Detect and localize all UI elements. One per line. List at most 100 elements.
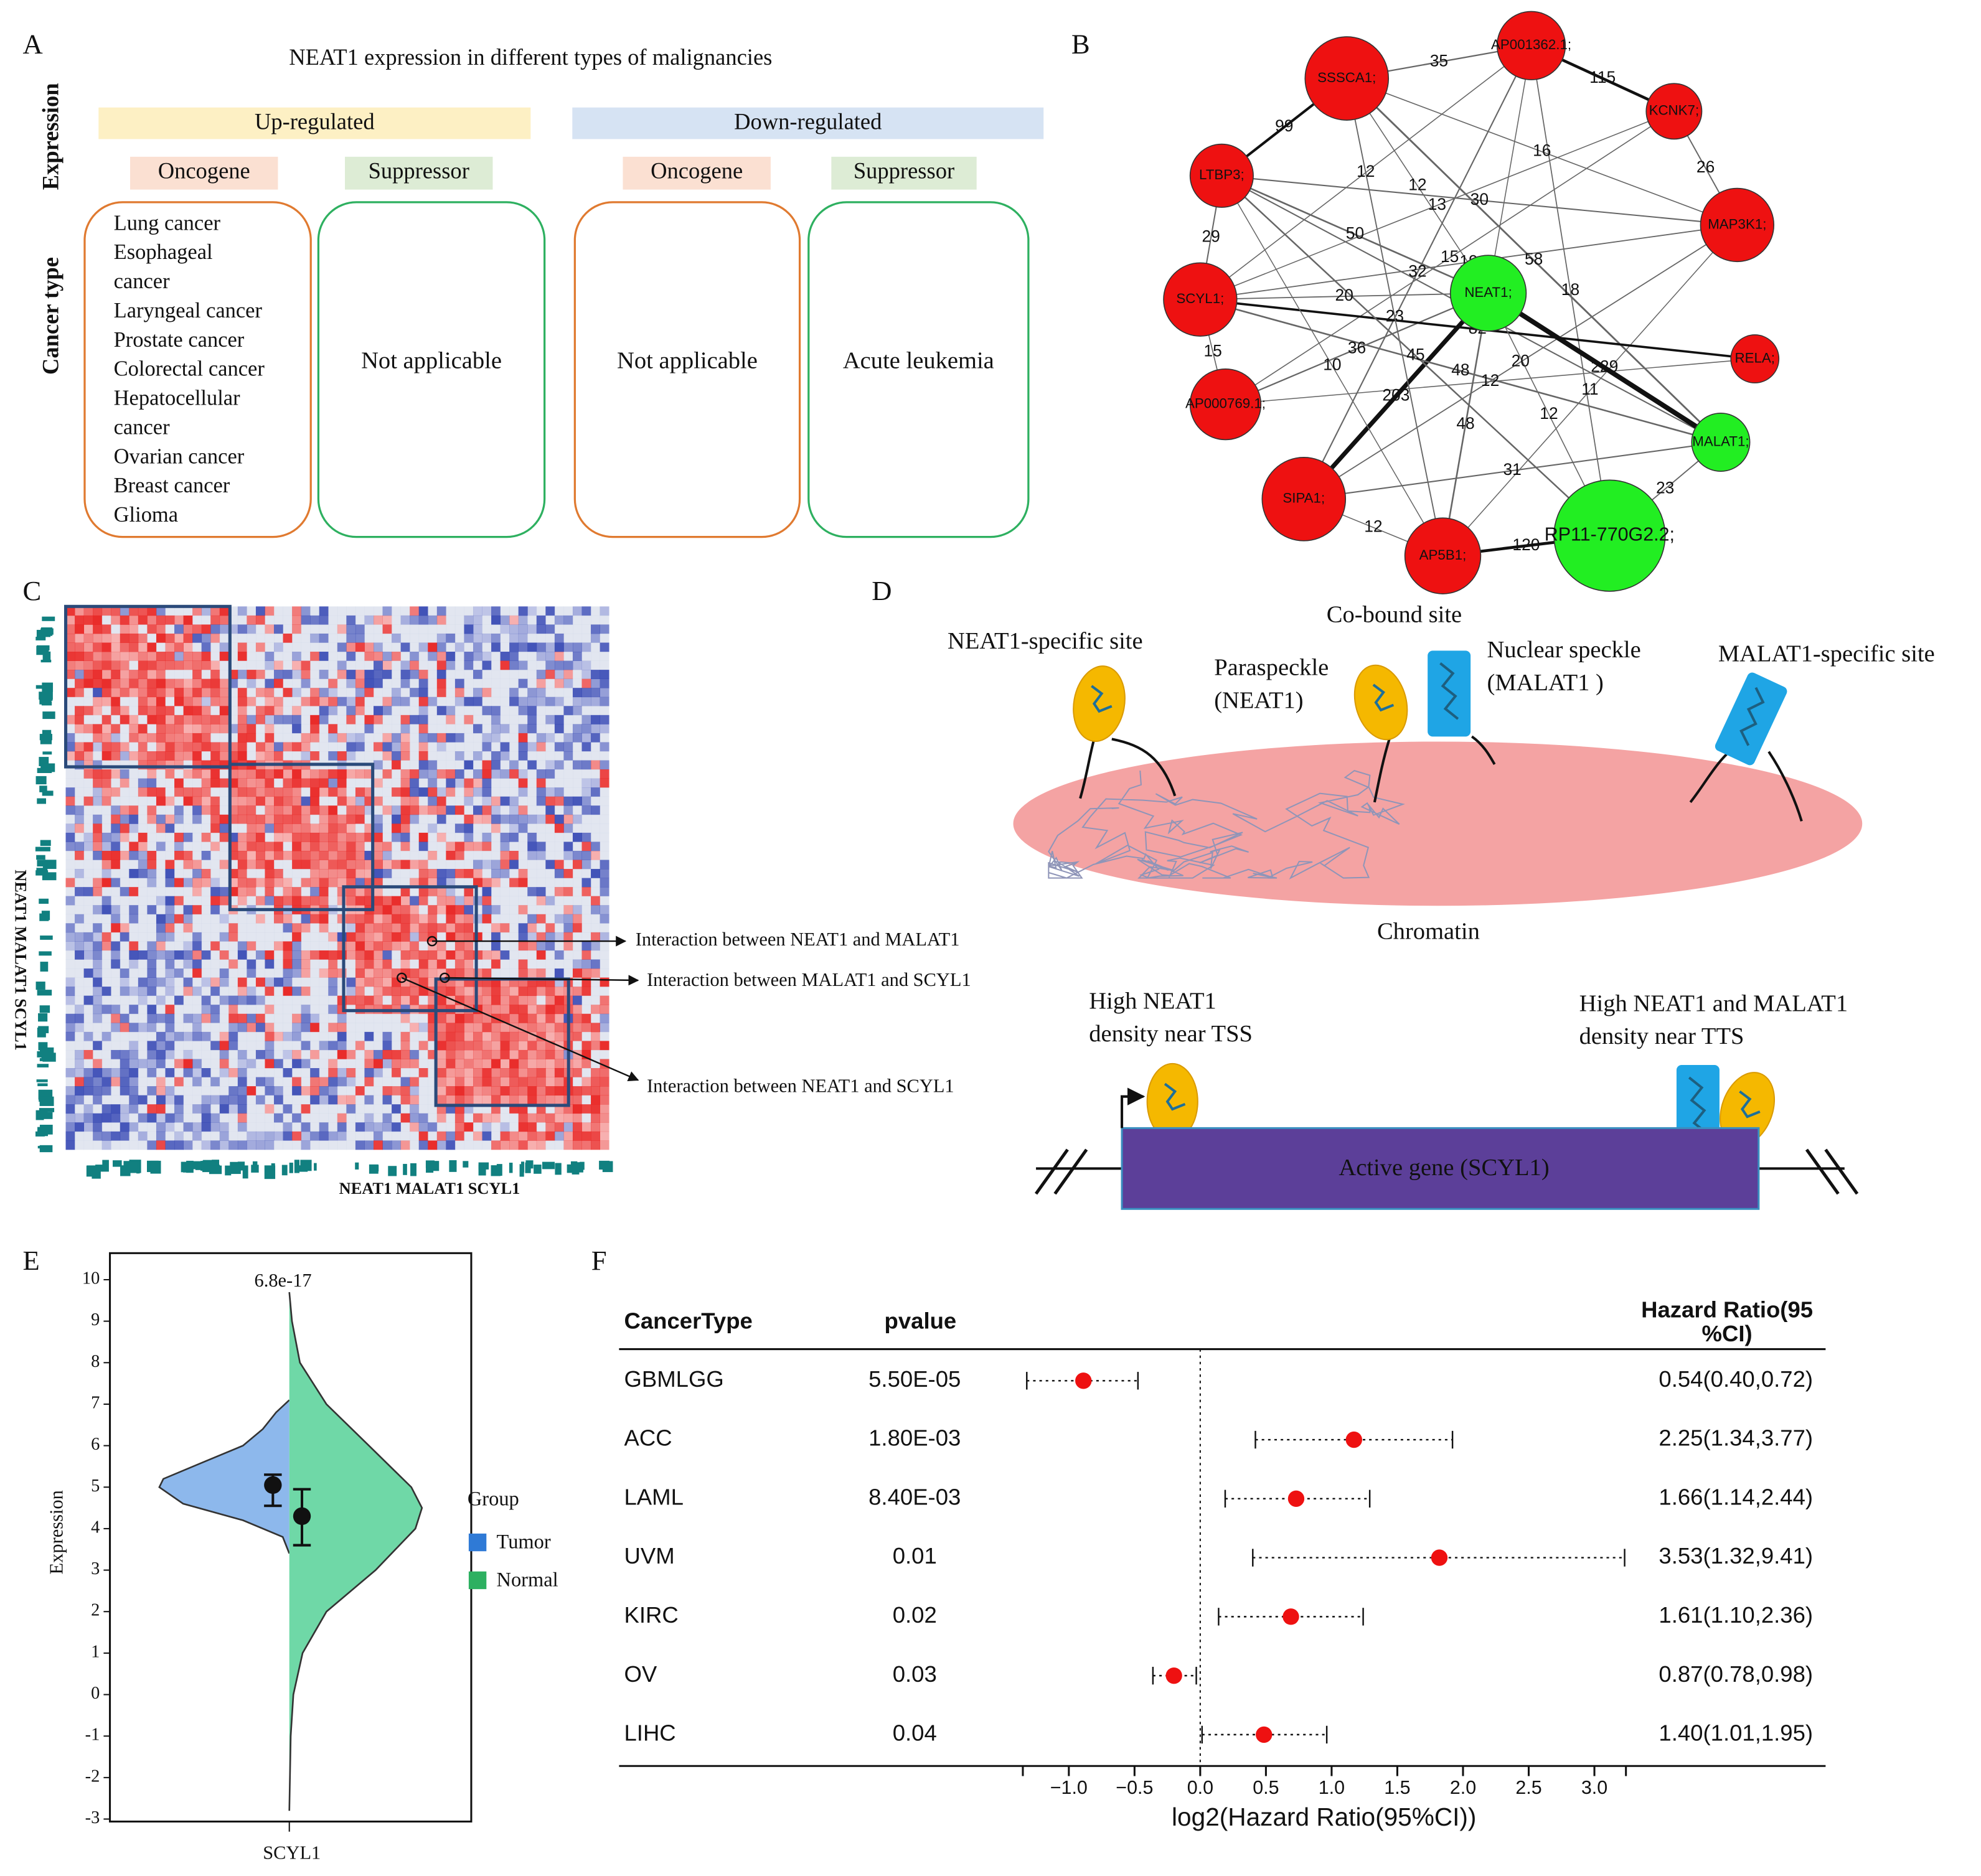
- heatmap-cell: [527, 1140, 537, 1150]
- heatmap-cell: [319, 678, 329, 688]
- heatmap-cell: [410, 995, 420, 1005]
- heatmap-cell: [165, 796, 175, 806]
- heatmap-cell: [65, 796, 75, 806]
- heatmap-cell: [454, 814, 464, 824]
- heatmap-cell: [527, 1086, 537, 1096]
- heatmap-cell: [374, 932, 383, 942]
- heatmap-cell: [101, 850, 111, 860]
- gene-track: [37, 767, 52, 774]
- heatmap-cell: [93, 950, 103, 960]
- heatmap-cell: [192, 1068, 202, 1077]
- heatmap-cell: [120, 1131, 129, 1141]
- heatmap-cell: [436, 660, 446, 670]
- gene-track: [42, 616, 55, 621]
- heatmap-cell: [418, 995, 428, 1005]
- heatmap-cell: [418, 688, 428, 698]
- edge: [1225, 358, 1755, 405]
- heatmap-cell: [600, 615, 609, 625]
- heatmap-cell: [410, 842, 420, 851]
- heatmap-cell: [482, 1041, 492, 1051]
- heatmap-cell: [247, 1077, 256, 1087]
- heatmap-cell: [83, 1023, 93, 1033]
- heatmap-cell: [301, 633, 311, 643]
- heatmap-cell: [436, 1131, 446, 1141]
- heatmap-cell: [464, 923, 474, 933]
- heatmap-cell: [111, 842, 121, 851]
- heatmap-cell: [392, 1140, 402, 1150]
- heatmap-cell: [83, 715, 93, 725]
- heatmap-cell: [473, 1041, 482, 1051]
- heatmap-cell: [129, 832, 139, 842]
- heatmap-cell: [156, 1041, 166, 1051]
- gene-track: [37, 798, 46, 804]
- heatmap-cell: [265, 615, 275, 625]
- heatmap-cell: [491, 1086, 501, 1096]
- heatmap-cell: [581, 860, 591, 870]
- heatmap-cell: [527, 842, 537, 851]
- rna-squiggle: [1688, 1076, 1708, 1135]
- heatmap-cell: [545, 1122, 555, 1132]
- heatmap-cell: [527, 696, 537, 706]
- heatmap-cell: [355, 1140, 365, 1150]
- heatmap-cell: [120, 987, 129, 997]
- heatmap-cell: [464, 1086, 474, 1096]
- heatmap-cell: [473, 642, 482, 652]
- heatmap-cell: [310, 1068, 320, 1077]
- heatmap-cell: [491, 959, 501, 969]
- heatmap-cell: [400, 660, 410, 670]
- legend-swatch: [468, 1571, 487, 1590]
- heatmap-cell: [165, 1023, 175, 1033]
- heatmap-cell: [183, 896, 193, 906]
- heatmap-cell: [536, 1049, 546, 1059]
- gene-track: [388, 1166, 397, 1176]
- heatmap-cell: [165, 1131, 175, 1141]
- heatmap-cell: [237, 814, 247, 824]
- heatmap-cell: [545, 896, 555, 906]
- heatmap-cell: [255, 923, 265, 933]
- heatmap-cell: [147, 1113, 157, 1123]
- heatmap-cell: [247, 923, 256, 933]
- heatmap-cell: [129, 814, 139, 824]
- heatmap-cell: [581, 715, 591, 725]
- heatmap-cell: [292, 787, 302, 797]
- heatmap-cell: [337, 670, 347, 680]
- chart-title: 6.8e-17: [255, 1270, 312, 1291]
- heatmap-cell: [428, 814, 438, 824]
- x-tick-label: 2.5: [1515, 1777, 1541, 1798]
- heatmap-cell: [247, 1095, 256, 1105]
- heatmap-cell: [247, 715, 256, 725]
- network-node: [1691, 412, 1751, 472]
- heatmap-cell: [410, 1041, 420, 1051]
- heatmap-cell: [192, 742, 202, 752]
- heatmap-cell: [545, 995, 555, 1005]
- heatmap-cell: [591, 941, 601, 951]
- heatmap-cell: [563, 606, 573, 616]
- heatmap-cell: [346, 1140, 356, 1150]
- heatmap-cell: [509, 724, 519, 734]
- heatmap-cell: [255, 950, 265, 960]
- heatmap-cell: [192, 896, 202, 906]
- heatmap-cell: [454, 1122, 464, 1132]
- heatmap-cell: [436, 769, 446, 779]
- heatmap-cell: [545, 814, 555, 824]
- heatmap-cell: [591, 805, 601, 815]
- heatmap-cell: [355, 932, 365, 942]
- heatmap-cell: [500, 660, 510, 670]
- heatmap-cell: [111, 878, 121, 888]
- heatmap-cell: [400, 796, 410, 806]
- heatmap-cell: [527, 1077, 537, 1087]
- heatmap-cell: [120, 914, 129, 924]
- heatmap-cell: [201, 1068, 211, 1077]
- heatmap-cell: [554, 724, 564, 734]
- subgroup-label: Suppressor: [369, 158, 469, 184]
- diagram-label: High NEAT1 and MALAT1: [1579, 990, 1848, 1016]
- heatmap-cell: [482, 968, 492, 978]
- heatmap-cell: [165, 995, 175, 1005]
- heatmap-cell: [183, 751, 193, 761]
- heatmap-cell: [237, 1095, 247, 1105]
- edge-label: 18: [1561, 280, 1579, 299]
- gene-track: [242, 1165, 248, 1179]
- heatmap-cell: [120, 787, 129, 797]
- heatmap-cell: [346, 706, 356, 716]
- heatmap-cell: [65, 624, 75, 634]
